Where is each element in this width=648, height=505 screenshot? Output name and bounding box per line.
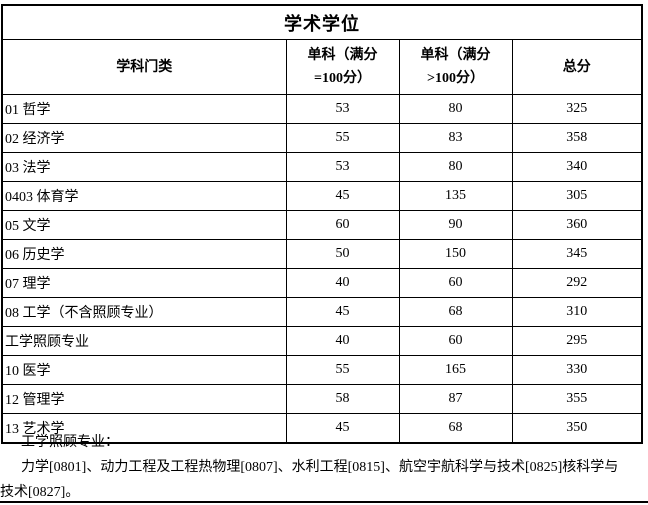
- score-cell-total: 325: [511, 94, 643, 124]
- column-header-single-gt100-line1: 单科（满分: [420, 48, 491, 63]
- table-row: 12 管理学 58 87 355: [1, 384, 643, 414]
- score-cell-total: 310: [511, 297, 643, 327]
- footnote-label: 工学照顾专业：: [21, 435, 119, 450]
- score-cell-total: 330: [511, 355, 643, 385]
- score-cell-total: 340: [511, 152, 643, 182]
- score-cell-single-gt100: 60: [398, 268, 513, 298]
- score-cell-single-gt100: 80: [398, 94, 513, 124]
- footnote: 工学照顾专业： 力学[0801]、动力工程及工程热物理[0807]、水利工程[0…: [0, 430, 648, 505]
- score-cell-single-gt100: 83: [398, 123, 513, 153]
- column-header-single-gt100-line2: >100分）: [427, 71, 484, 86]
- table-row: 01 哲学 53 80 325: [1, 94, 643, 124]
- column-header-single-eq100-line2: =100分）: [314, 71, 371, 86]
- table-row: 07 理学 40 60 292: [1, 268, 643, 298]
- score-cell-single-eq100: 55: [285, 355, 400, 385]
- score-cell-single-eq100: 45: [285, 181, 400, 211]
- score-cell-single-eq100: 45: [285, 297, 400, 327]
- score-cell-total: 295: [511, 326, 643, 356]
- table-row: 0403 体育学 45 135 305: [1, 181, 643, 211]
- category-cell: 06 历史学: [1, 239, 287, 269]
- category-cell: 12 管理学: [1, 384, 287, 414]
- table-row: 06 历史学 50 150 345: [1, 239, 643, 269]
- score-cell-total: 345: [511, 239, 643, 269]
- score-cell-total: 305: [511, 181, 643, 211]
- score-cell-single-eq100: 40: [285, 326, 400, 356]
- footnote-line-2: 技术[0827]。: [0, 485, 80, 500]
- column-header-single-gt100: 单科（满分 >100分）: [398, 39, 513, 95]
- category-cell: 10 医学: [1, 355, 287, 385]
- table-row: 10 医学 55 165 330: [1, 355, 643, 385]
- score-cell-total: 350: [511, 413, 643, 444]
- category-cell: 13 艺术学: [1, 413, 287, 444]
- table-title-row: 学术学位: [1, 4, 643, 40]
- score-cell-single-eq100: 45: [285, 413, 400, 444]
- score-cell-single-eq100: 60: [285, 210, 400, 240]
- category-cell: 07 理学: [1, 268, 287, 298]
- category-cell: 08 工学（不含照顾专业）: [1, 297, 287, 327]
- score-cell-single-eq100: 40: [285, 268, 400, 298]
- column-header-single-eq100-line1: 单科（满分: [307, 48, 378, 63]
- table-row: 13 艺术学 45 68 350: [1, 413, 643, 444]
- table-row: 工学照顾专业 40 60 295: [1, 326, 643, 356]
- score-cell-single-gt100: 87: [398, 384, 513, 414]
- score-cell-single-eq100: 58: [285, 384, 400, 414]
- score-cell-total: 292: [511, 268, 643, 298]
- footnote-line-1: 力学[0801]、动力工程及工程热物理[0807]、水利工程[0815]、航空宇…: [21, 460, 619, 475]
- category-cell: 工学照顾专业: [1, 326, 287, 356]
- table-title: 学术学位: [1, 4, 643, 40]
- table-header-row: 学科门类 单科（满分 =100分） 单科（满分 >100分） 总分: [1, 39, 643, 95]
- column-header-total: 总分: [511, 39, 643, 95]
- score-cell-single-gt100: 60: [398, 326, 513, 356]
- score-cell-single-gt100: 90: [398, 210, 513, 240]
- score-cell-single-gt100: 150: [398, 239, 513, 269]
- score-cell-single-gt100: 135: [398, 181, 513, 211]
- bottom-divider: [0, 501, 648, 503]
- column-header-single-eq100: 单科（满分 =100分）: [285, 39, 400, 95]
- category-cell: 05 文学: [1, 210, 287, 240]
- score-cell-single-gt100: 165: [398, 355, 513, 385]
- table-row: 08 工学（不含照顾专业） 45 68 310: [1, 297, 643, 327]
- table-row: 02 经济学 55 83 358: [1, 123, 643, 153]
- score-cell-single-gt100: 80: [398, 152, 513, 182]
- category-cell: 02 经济学: [1, 123, 287, 153]
- score-cell-single-eq100: 53: [285, 152, 400, 182]
- table-row: 05 文学 60 90 360: [1, 210, 643, 240]
- column-header-category: 学科门类: [1, 39, 287, 95]
- category-cell: 0403 体育学: [1, 181, 287, 211]
- score-cell-single-gt100: 68: [398, 297, 513, 327]
- score-cell-total: 358: [511, 123, 643, 153]
- academic-score-table: 学术学位 学科门类 单科（满分 =100分） 单科（满分 >100分） 总分 0…: [1, 4, 643, 444]
- category-cell: 01 哲学: [1, 94, 287, 124]
- table-row: 03 法学 53 80 340: [1, 152, 643, 182]
- score-cell-total: 355: [511, 384, 643, 414]
- score-cell-single-eq100: 50: [285, 239, 400, 269]
- score-cell-total: 360: [511, 210, 643, 240]
- category-cell: 03 法学: [1, 152, 287, 182]
- score-cell-single-eq100: 53: [285, 94, 400, 124]
- score-cell-single-eq100: 55: [285, 123, 400, 153]
